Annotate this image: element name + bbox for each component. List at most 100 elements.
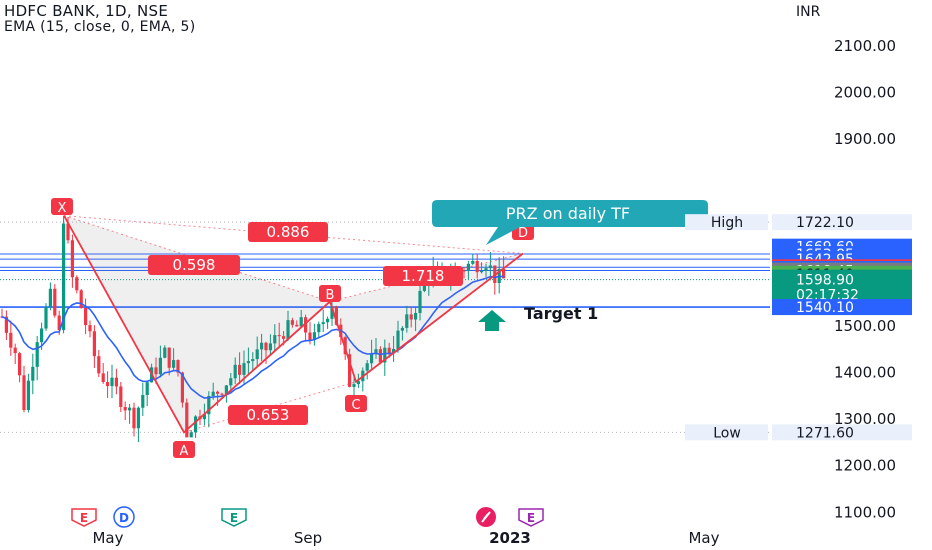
x-tick-label: May xyxy=(92,529,123,547)
price-tag[interactable] xyxy=(685,214,912,231)
price-tag-bg xyxy=(772,424,912,441)
candle-body xyxy=(422,282,426,291)
candle-body xyxy=(132,407,136,429)
price-tag[interactable] xyxy=(772,269,912,305)
candle-body xyxy=(370,353,374,364)
candle-body xyxy=(330,306,334,319)
candle-body xyxy=(31,366,35,381)
ema-line[interactable] xyxy=(1,275,504,399)
y-tick-label: 2000.00 xyxy=(834,84,896,102)
target-arrow xyxy=(478,310,506,331)
chart-title: HDFC BANK, 1D, NSE xyxy=(4,2,169,20)
candle-body xyxy=(110,377,114,387)
candle-body xyxy=(286,320,290,339)
split-event-icon[interactable] xyxy=(476,507,496,527)
candle-body xyxy=(488,265,492,269)
candle-body xyxy=(44,307,48,329)
candle-body xyxy=(321,322,325,325)
marker-letter: D xyxy=(119,511,129,525)
candle-body xyxy=(255,349,259,360)
candle-body xyxy=(246,361,250,364)
point-label-d: D xyxy=(518,226,528,241)
ratio-label-bg xyxy=(228,405,308,425)
price-tag-bg xyxy=(772,299,912,316)
candle-body xyxy=(334,306,338,325)
point-label-bg xyxy=(51,198,73,215)
candle-body xyxy=(414,312,418,320)
candle-body xyxy=(13,347,17,354)
candle-body xyxy=(396,330,400,349)
candle-body xyxy=(84,308,88,326)
prz-callout[interactable] xyxy=(432,200,708,245)
marker-letter: E xyxy=(527,511,535,525)
candle-body xyxy=(154,367,158,375)
candle-body xyxy=(418,290,422,313)
candle-body xyxy=(172,360,176,368)
ratio-label-bg xyxy=(383,266,463,286)
candle-body xyxy=(299,317,303,327)
candle-body xyxy=(70,240,74,278)
candle-body xyxy=(229,378,233,386)
dividend-marker-icon[interactable] xyxy=(113,506,135,528)
candle-body xyxy=(167,347,171,368)
candle-body xyxy=(392,348,396,354)
candle-body xyxy=(502,268,506,279)
ratio-dotted-line xyxy=(329,252,524,303)
candle-body xyxy=(466,263,470,272)
candle-body xyxy=(308,332,312,341)
earnings-marker-icon[interactable] xyxy=(518,508,544,527)
price-tag[interactable] xyxy=(685,424,912,441)
candle-body xyxy=(136,407,140,429)
candle-body xyxy=(273,335,277,344)
candle-body xyxy=(88,325,92,332)
price-tag-name: High xyxy=(711,215,743,231)
y-tick-label: 1400.00 xyxy=(834,363,896,381)
candle-body xyxy=(356,381,360,385)
y-tick-label: 1100.00 xyxy=(834,503,896,521)
candle-body xyxy=(92,331,96,357)
price-tag[interactable] xyxy=(772,299,912,316)
candle-body xyxy=(238,364,242,375)
y-tick-label: 1200.00 xyxy=(834,457,896,475)
candle-body xyxy=(22,375,26,411)
ratio-label-bg xyxy=(148,255,240,275)
candle-body xyxy=(18,353,22,376)
marker-shape xyxy=(113,506,135,528)
candle-body xyxy=(312,332,316,341)
candle-body xyxy=(141,395,145,408)
candle-body xyxy=(189,432,193,438)
x-tick-label: May xyxy=(688,529,719,547)
indicator-legend[interactable]: EMA (15, close, 0, EMA, 5) xyxy=(4,19,196,35)
candle-body xyxy=(326,318,330,323)
candle-body xyxy=(26,380,30,411)
candle-body xyxy=(290,320,294,325)
price-tag-name: Low xyxy=(713,425,741,441)
prz-callout-text: PRZ on daily TF xyxy=(506,204,630,223)
ratio-label-bg xyxy=(248,222,328,242)
bcd-shade xyxy=(330,253,523,382)
candle-body xyxy=(471,260,475,264)
candle-body xyxy=(101,373,105,383)
candle-body xyxy=(185,402,189,438)
candle-body xyxy=(75,277,79,291)
point-label-bg xyxy=(173,441,195,458)
marker-letter: E xyxy=(230,511,238,525)
candle-body xyxy=(119,386,123,407)
candle-body xyxy=(62,223,66,331)
marker-letter: E xyxy=(80,511,88,525)
earnings-marker-icon[interactable] xyxy=(221,508,247,527)
candle-body xyxy=(79,290,83,309)
earnings-marker-icon[interactable] xyxy=(71,508,97,527)
target-label: Target 1 xyxy=(524,304,598,323)
candle-body xyxy=(475,260,479,273)
candle-body xyxy=(387,347,391,354)
candle-body xyxy=(202,414,206,420)
candle-body xyxy=(268,343,272,351)
y-tick-label: 1500.00 xyxy=(834,317,896,335)
candle-body xyxy=(66,223,70,241)
ratio-label: 0.886 xyxy=(267,223,310,241)
candle-body xyxy=(220,393,224,395)
candle-body xyxy=(409,314,413,320)
candle-body xyxy=(383,347,387,363)
